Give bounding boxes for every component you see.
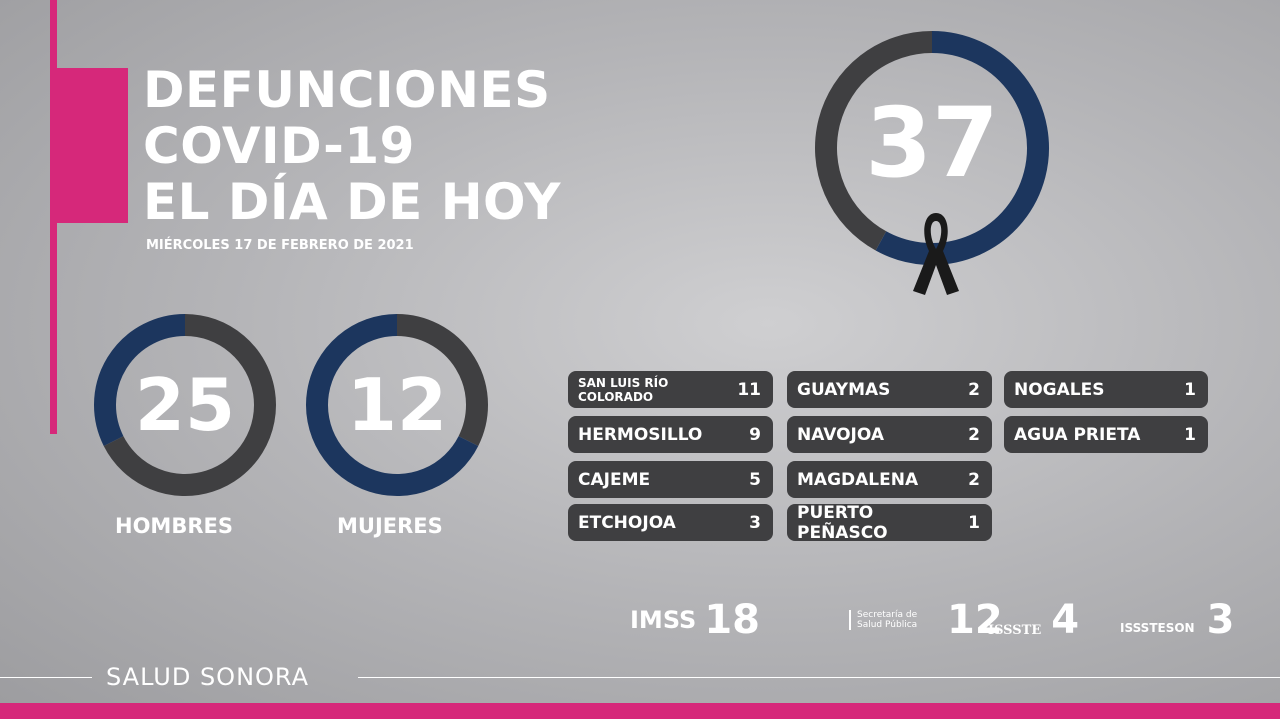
ssp-value: 12 xyxy=(947,597,1003,643)
municipio-count: 1 xyxy=(1184,379,1196,400)
municipio-row: SAN LUIS RÍO COLORADO 11 xyxy=(568,371,773,408)
issste-logo: ISSSTE xyxy=(988,622,1042,638)
municipio-row: NAVOJOA 2 xyxy=(787,416,992,453)
title-line: DEFUNCIONES xyxy=(143,61,551,119)
mujeres-value: 12 xyxy=(346,363,448,447)
municipio-name: CAJEME xyxy=(578,469,651,490)
municipio-count: 11 xyxy=(737,379,761,400)
municipio-name: HERMOSILLO xyxy=(578,424,703,445)
municipio-row: MAGDALENA 2 xyxy=(787,461,992,498)
mujeres-ring-segment xyxy=(306,314,479,496)
imss-value: 18 xyxy=(704,597,760,643)
mujeres-label: MUJERES xyxy=(337,514,443,538)
pink-footer-band xyxy=(0,703,1280,719)
municipio-row: GUAYMAS 2 xyxy=(787,371,992,408)
title-line: COVID-19 xyxy=(143,117,415,175)
hombres-label: HOMBRES xyxy=(115,514,233,538)
institution-ssp: Secretaría de Salud Pública 12 xyxy=(815,597,1003,643)
municipio-name: NOGALES xyxy=(1014,379,1105,400)
hombres-ring-segment xyxy=(94,314,186,446)
municipio-name: AGUA PRIETA xyxy=(1014,424,1141,445)
institution-isssteson: ISSSTESON 3 xyxy=(1120,597,1234,643)
footer-line-left xyxy=(0,677,92,678)
footer-label: SALUD SONORA xyxy=(106,663,310,691)
institution-issste: ISSSTE 4 xyxy=(988,597,1079,643)
municipio-row: AGUA PRIETA 1 xyxy=(1004,416,1208,453)
ssp-logo: Secretaría de Salud Pública xyxy=(849,610,939,630)
total-ring-segment xyxy=(815,31,933,251)
footer-line-right xyxy=(358,677,1280,678)
pink-block xyxy=(57,68,128,223)
municipio-count: 2 xyxy=(968,424,980,445)
municipio-row: HERMOSILLO 9 xyxy=(568,416,773,453)
municipio-count: 1 xyxy=(1184,424,1196,445)
municipio-name: NAVOJOA xyxy=(797,424,885,445)
mujeres-ring-segment xyxy=(396,314,488,446)
isssteson-value: 3 xyxy=(1206,597,1235,643)
municipio-count: 2 xyxy=(968,379,980,400)
municipio-name: MAGDALENA xyxy=(797,469,919,490)
date: MIÉRCOLES 17 DE FEBRERO DE 2021 xyxy=(146,238,414,253)
municipio-name: GUAYMAS xyxy=(797,379,891,400)
hombres-ring-segment xyxy=(103,314,276,496)
municipio-name: ETCHOJOA xyxy=(578,512,676,533)
municipio-name: PUERTO PEÑASCO xyxy=(797,502,888,543)
municipio-count: 3 xyxy=(749,512,761,533)
municipio-count: 2 xyxy=(968,469,980,490)
municipio-name: SAN LUIS RÍO COLORADO xyxy=(578,375,669,404)
institution-imss: IMSS 18 xyxy=(630,597,760,643)
municipio-row: CAJEME 5 xyxy=(568,461,773,498)
pink-vertical-line xyxy=(50,0,57,434)
issste-value: 4 xyxy=(1051,597,1080,643)
imss-logo: IMSS xyxy=(630,606,697,634)
mourning-ribbon-icon xyxy=(913,213,959,295)
municipio-row: ETCHOJOA 3 xyxy=(568,504,773,541)
page-title: DEFUNCIONES COVID-19 EL DÍA DE HOY xyxy=(143,62,561,230)
isssteson-logo: ISSSTESON xyxy=(1120,621,1195,635)
municipio-count: 9 xyxy=(749,424,761,445)
hombres-value: 25 xyxy=(134,363,236,447)
municipio-count: 5 xyxy=(749,469,761,490)
title-line: EL DÍA DE HOY xyxy=(143,173,561,231)
municipio-count: 1 xyxy=(968,512,980,533)
municipio-row: PUERTO PEÑASCO 1 xyxy=(787,502,992,543)
municipio-row: NOGALES 1 xyxy=(1004,371,1208,408)
total-value: 37 xyxy=(865,87,999,199)
